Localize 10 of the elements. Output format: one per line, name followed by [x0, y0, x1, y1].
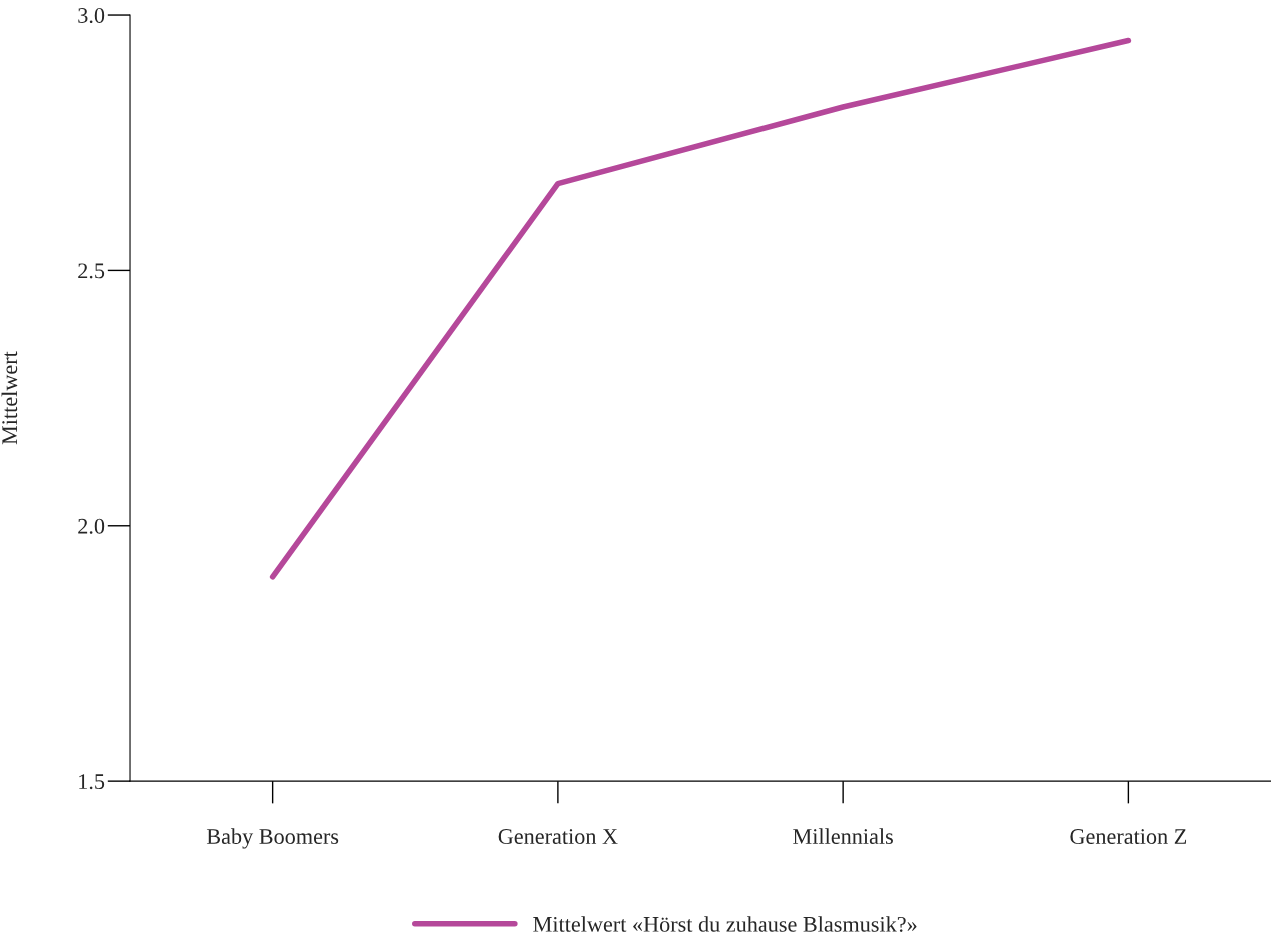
- x-tick-label: Baby Boomers: [206, 828, 339, 849]
- x-tick-label: Millennials: [793, 828, 893, 844]
- x-tick-label: Generation X: [498, 829, 618, 844]
- x-tick-label: Generation Z: [1070, 829, 1187, 844]
- y-tick-label: 2.0: [78, 518, 105, 534]
- y-tick-label: 1.5: [79, 774, 105, 790]
- legend-label: Mittelwert «Hörst du zuhause Blasmusik?»: [533, 916, 917, 932]
- y-axis-title: Mittelwert: [1, 351, 18, 445]
- y-tick-label: 2.5: [78, 263, 105, 279]
- y-tick-label: 3.0: [78, 7, 105, 24]
